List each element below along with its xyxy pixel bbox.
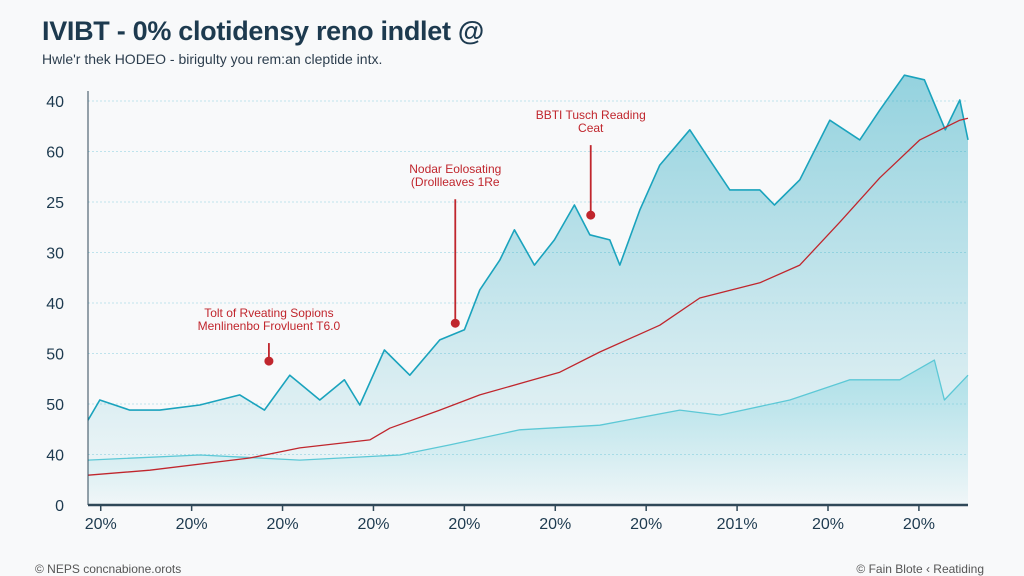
annotation-label: Menlinenbo Frovluent T6.0 xyxy=(198,319,341,333)
annotation-label: Nodar Eolosating xyxy=(409,162,501,176)
x-tick-label: 20% xyxy=(539,516,571,533)
x-tick-label: 20% xyxy=(903,516,935,533)
x-tick-label: 20% xyxy=(812,516,844,533)
y-tick-label: 50 xyxy=(46,347,64,364)
main-area xyxy=(88,75,968,505)
x-tick-label: 20% xyxy=(85,516,117,533)
y-tick-label: 40 xyxy=(46,296,64,313)
x-tick-label: 201% xyxy=(717,516,758,533)
y-tick-label: 25 xyxy=(46,195,64,212)
y-tick-label: 40 xyxy=(46,94,64,111)
footer-left: © NEPS concnabione.orots xyxy=(35,562,182,576)
y-tick-label: 0 xyxy=(55,498,64,515)
annotation-marker xyxy=(586,210,596,220)
y-tick-label: 50 xyxy=(46,397,64,414)
x-tick-label: 20% xyxy=(176,516,208,533)
footer-right: © Fain Blote ‹ Reatiding xyxy=(856,562,984,576)
chart-title: IVIBT - 0% clotidensy reno indlet @ xyxy=(42,16,484,46)
x-tick-label: 20% xyxy=(267,516,299,533)
y-tick-label: 30 xyxy=(46,246,64,263)
annotation-label: (Drollleaves 1Re xyxy=(411,175,500,189)
chart-subtitle: Hwle'r thek HODEO - birigulty you rem:an… xyxy=(42,51,383,67)
trend-line xyxy=(87,117,969,476)
annotation-label: Tolt of Rveating Sopions xyxy=(204,306,333,320)
annotation-label: Ceat xyxy=(578,121,604,135)
annotation-marker xyxy=(450,318,460,328)
y-tick-label: 60 xyxy=(46,145,64,162)
lower-line xyxy=(87,359,969,461)
main-line xyxy=(87,74,969,421)
y-tick-label: 40 xyxy=(46,448,64,465)
x-tick-label: 20% xyxy=(630,516,662,533)
annotation-label: BBTI Tusch Reading xyxy=(536,108,646,122)
x-tick-label: 20% xyxy=(357,516,389,533)
x-tick-label: 20% xyxy=(448,516,480,533)
annotation-marker xyxy=(264,356,274,366)
lower-area xyxy=(88,360,968,505)
